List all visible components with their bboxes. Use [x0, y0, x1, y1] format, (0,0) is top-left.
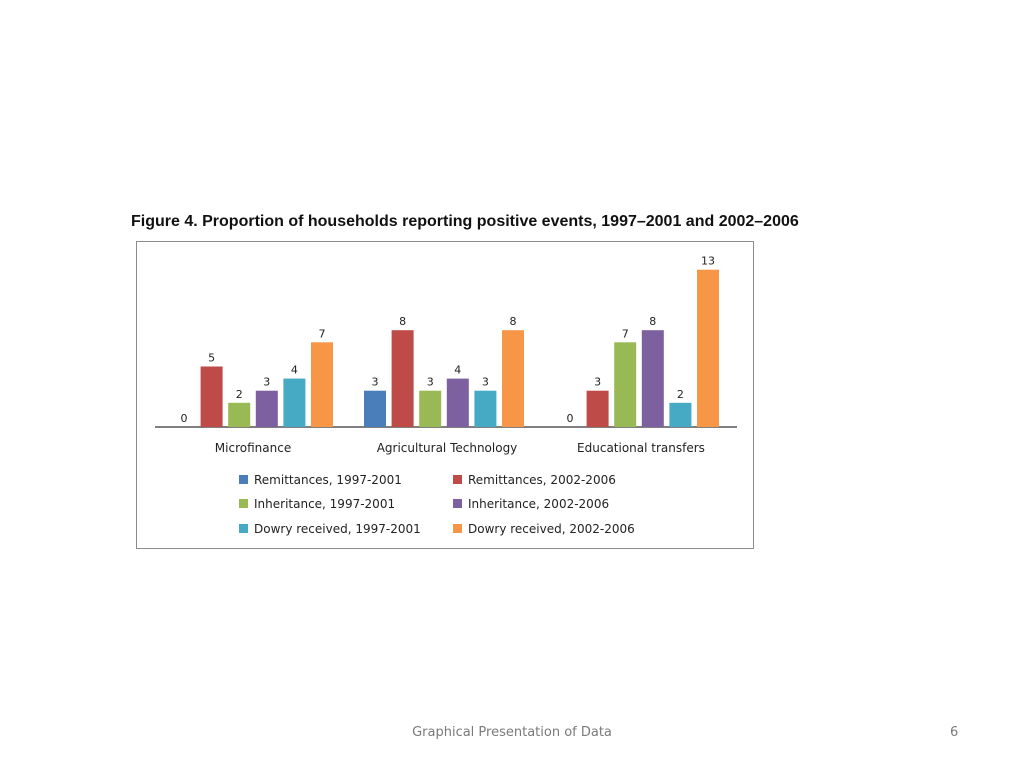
bar-3-0 — [255, 390, 278, 427]
category-label-0: Microfinance — [215, 441, 291, 455]
legend-swatch-3 — [453, 499, 462, 508]
bar-1-2 — [586, 390, 609, 427]
bar-3-1 — [446, 378, 469, 427]
figure-title: Figure 4. Proportion of households repor… — [131, 213, 799, 230]
legend-swatch-5 — [453, 524, 462, 533]
legend-swatch-0 — [239, 475, 248, 484]
legend-label-1: Remittances, 2002-2006 — [468, 473, 616, 487]
data-label-5-2: 13 — [701, 255, 715, 268]
data-label-2-2: 7 — [622, 327, 629, 340]
data-label-3-1: 4 — [454, 364, 461, 377]
legend-label-0: Remittances, 1997-2001 — [254, 473, 402, 487]
bar-0-1 — [364, 390, 386, 427]
category-label-1: Agricultural Technology — [377, 441, 518, 455]
bar-2-0 — [228, 402, 251, 427]
slide-page-number: 6 — [950, 725, 959, 740]
bar-1-1 — [391, 330, 414, 427]
bar-5-2 — [697, 269, 719, 427]
bar-5-0 — [311, 342, 333, 427]
data-label-0-0: 0 — [181, 412, 188, 425]
bar-4-0 — [283, 378, 306, 427]
bar-2-1 — [419, 390, 442, 427]
legend-label-2: Inheritance, 1997-2001 — [254, 497, 395, 511]
category-label-2: Educational transfers — [577, 441, 705, 455]
legend-swatch-2 — [239, 499, 248, 508]
data-label-2-0: 2 — [236, 388, 243, 401]
bar-chart: 0 3 0 5 8 3 2 3 7 3 4 8 4 3 2 7 8 13 Microfinance Agricultu… — [155, 255, 737, 536]
data-label-1-2: 3 — [594, 376, 601, 389]
legend-label-4: Dowry received, 1997-2001 — [254, 522, 421, 536]
legend-swatch-4 — [239, 524, 248, 533]
bar-2-2 — [614, 342, 637, 427]
slide-footer-title: Graphical Presentation of Data — [412, 725, 612, 740]
legend-label-3: Inheritance, 2002-2006 — [468, 497, 609, 511]
bar-5-1 — [502, 330, 524, 427]
data-label-4-1: 3 — [482, 376, 489, 389]
data-label-3-2: 8 — [649, 315, 656, 328]
bar-4-2 — [669, 402, 692, 427]
data-label-0-1: 3 — [372, 376, 379, 389]
data-label-3-0: 3 — [263, 376, 270, 389]
chart-frame: 0 3 0 5 8 3 2 3 7 3 4 8 4 3 2 7 8 13 Microfinance Agricultu… — [136, 241, 754, 549]
legend-label-5: Dowry received, 2002-2006 — [468, 522, 635, 536]
data-label-2-1: 3 — [427, 376, 434, 389]
data-label-5-0: 7 — [319, 327, 326, 340]
bar-1-0 — [200, 366, 223, 427]
legend-swatch-1 — [453, 475, 462, 484]
data-label-1-0: 5 — [208, 352, 215, 365]
data-label-4-2: 2 — [677, 388, 684, 401]
data-label-1-1: 8 — [399, 315, 406, 328]
bar-3-2 — [641, 330, 664, 427]
data-label-4-0: 4 — [291, 364, 298, 377]
bar-4-1 — [474, 390, 497, 427]
data-label-0-2: 0 — [567, 412, 574, 425]
data-label-5-1: 8 — [510, 315, 517, 328]
